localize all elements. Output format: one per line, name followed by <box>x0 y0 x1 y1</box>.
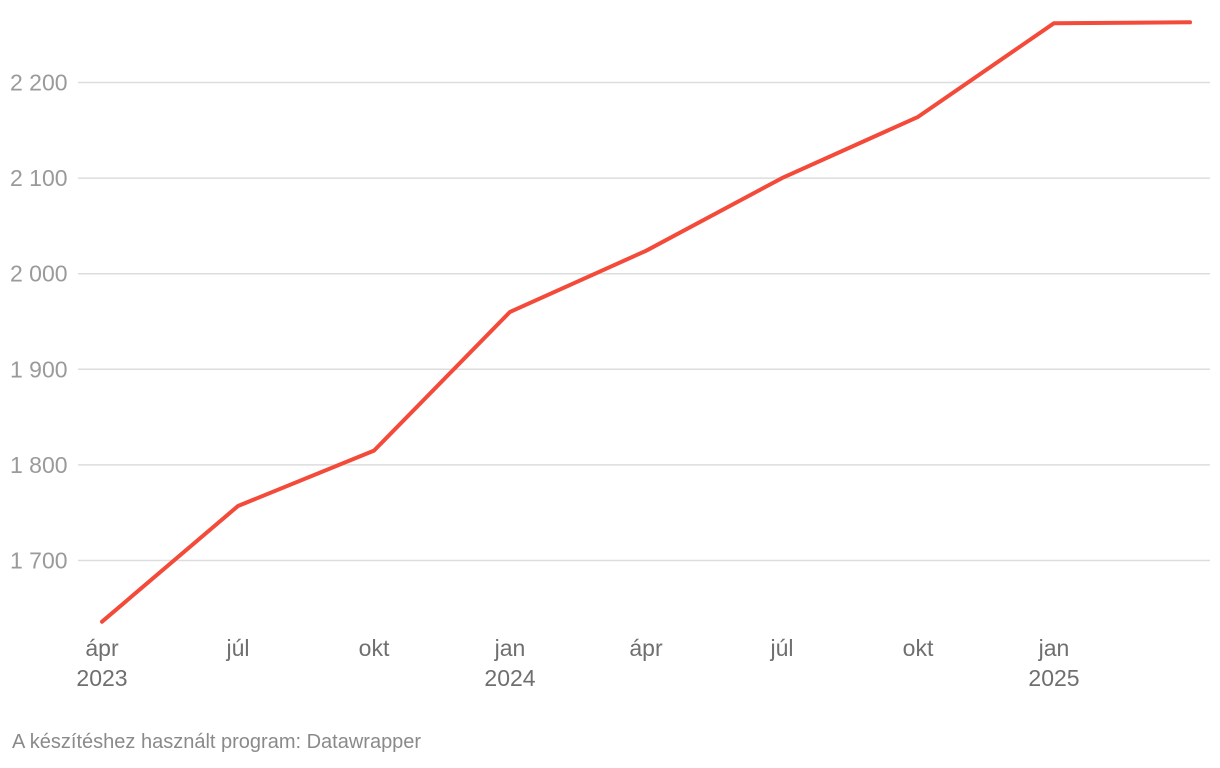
x-tick-year-label: 2025 <box>1028 665 1079 691</box>
x-tick-label: júl <box>225 635 249 661</box>
x-tick-label: ápr <box>629 635 663 661</box>
y-tick-label: 2 100 <box>10 165 68 191</box>
x-tick-label: okt <box>903 635 934 661</box>
x-tick-label: júl <box>769 635 793 661</box>
source-credit: A készítéshez használt program: Datawrap… <box>12 731 422 753</box>
x-tick-label: okt <box>359 635 390 661</box>
series-line <box>100 20 1192 624</box>
x-axis: ápr 2023 júl okt jan 2024 ápr júl okt jan 2025 <box>76 635 1079 691</box>
line-chart: 1 700 1 800 1 900 2 000 2 100 2 200 ápr 2023 jú… <box>10 20 1210 691</box>
y-tick-label: 1 700 <box>10 548 68 574</box>
x-tick-label: ápr <box>85 635 119 661</box>
y-tick-label: 2 000 <box>10 261 68 287</box>
x-tick-year-label: 2024 <box>484 665 535 691</box>
y-tick-label: 1 900 <box>10 356 68 382</box>
x-tick-label: jan <box>1038 635 1070 661</box>
x-tick-label: jan <box>494 635 526 661</box>
y-tick-label: 2 200 <box>10 70 68 96</box>
series-line-group <box>100 20 1192 624</box>
x-tick-year-label: 2023 <box>76 665 127 691</box>
gridlines <box>78 81 1210 562</box>
y-tick-label: 1 800 <box>10 452 68 478</box>
y-axis: 1 700 1 800 1 900 2 000 2 100 2 200 <box>10 70 68 574</box>
